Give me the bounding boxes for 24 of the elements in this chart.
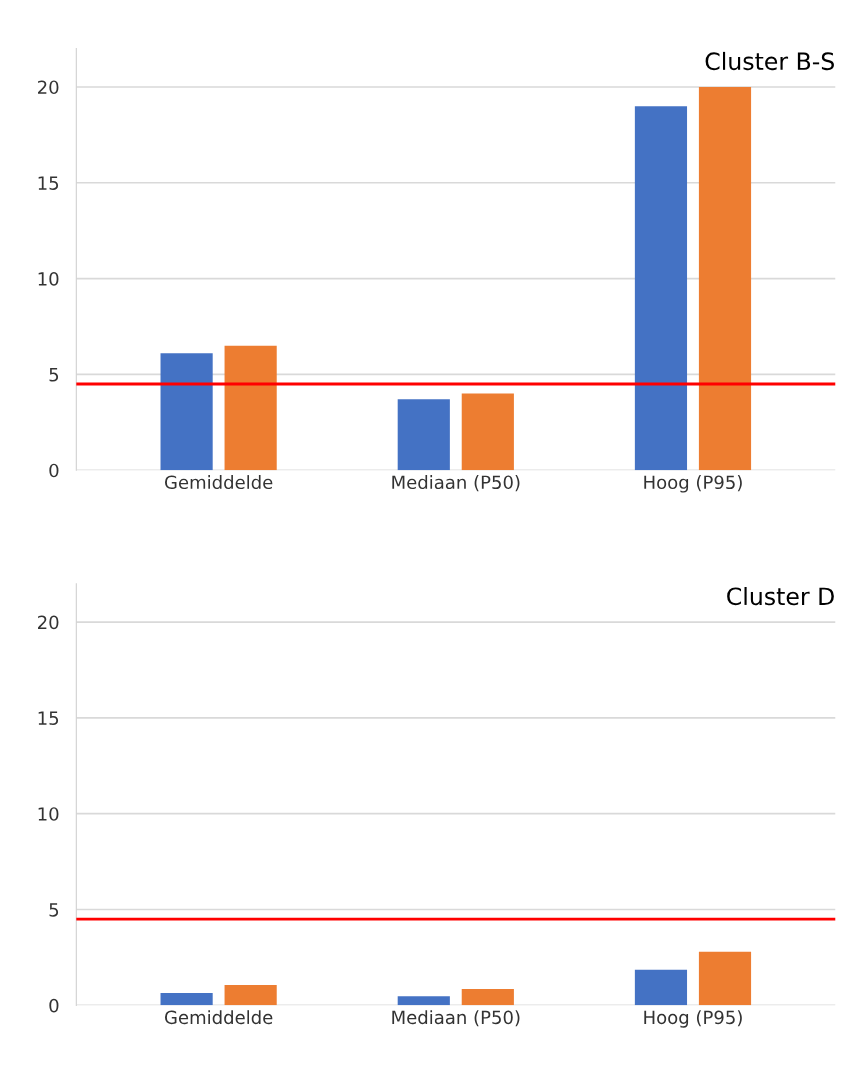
y-tick-label: 15 [38,176,59,190]
x-tick-label: Gemiddelde [164,475,273,490]
y-tick-label: 20 [38,80,59,95]
x-tick-label: Mediaan (P50) [392,1010,520,1027]
y-tick-label: 15 [38,711,59,725]
x-tick-label: Gemiddelde [164,1010,273,1025]
y-tick-label: 20 [38,615,59,630]
y-tick-label: 10 [38,807,59,821]
bar [397,399,450,471]
bar [698,86,752,471]
bar [461,393,514,471]
y-tick-label: 10 [38,272,59,286]
chart-title: Cluster B-S [705,51,834,71]
y-tick-label: 5 [49,903,59,917]
bar [160,353,213,471]
bar [224,345,277,471]
chart-title: Cluster D [727,586,834,606]
x-tick-label: Hoog (P95) [644,475,742,493]
bar [634,106,688,471]
x-tick-label: Mediaan (P50) [392,475,520,492]
y-tick-label: 0 [49,463,59,478]
y-tick-label: 5 [49,368,59,382]
y-tick-label: 0 [49,998,59,1013]
x-tick-label: Hoog (P95) [644,1010,742,1028]
